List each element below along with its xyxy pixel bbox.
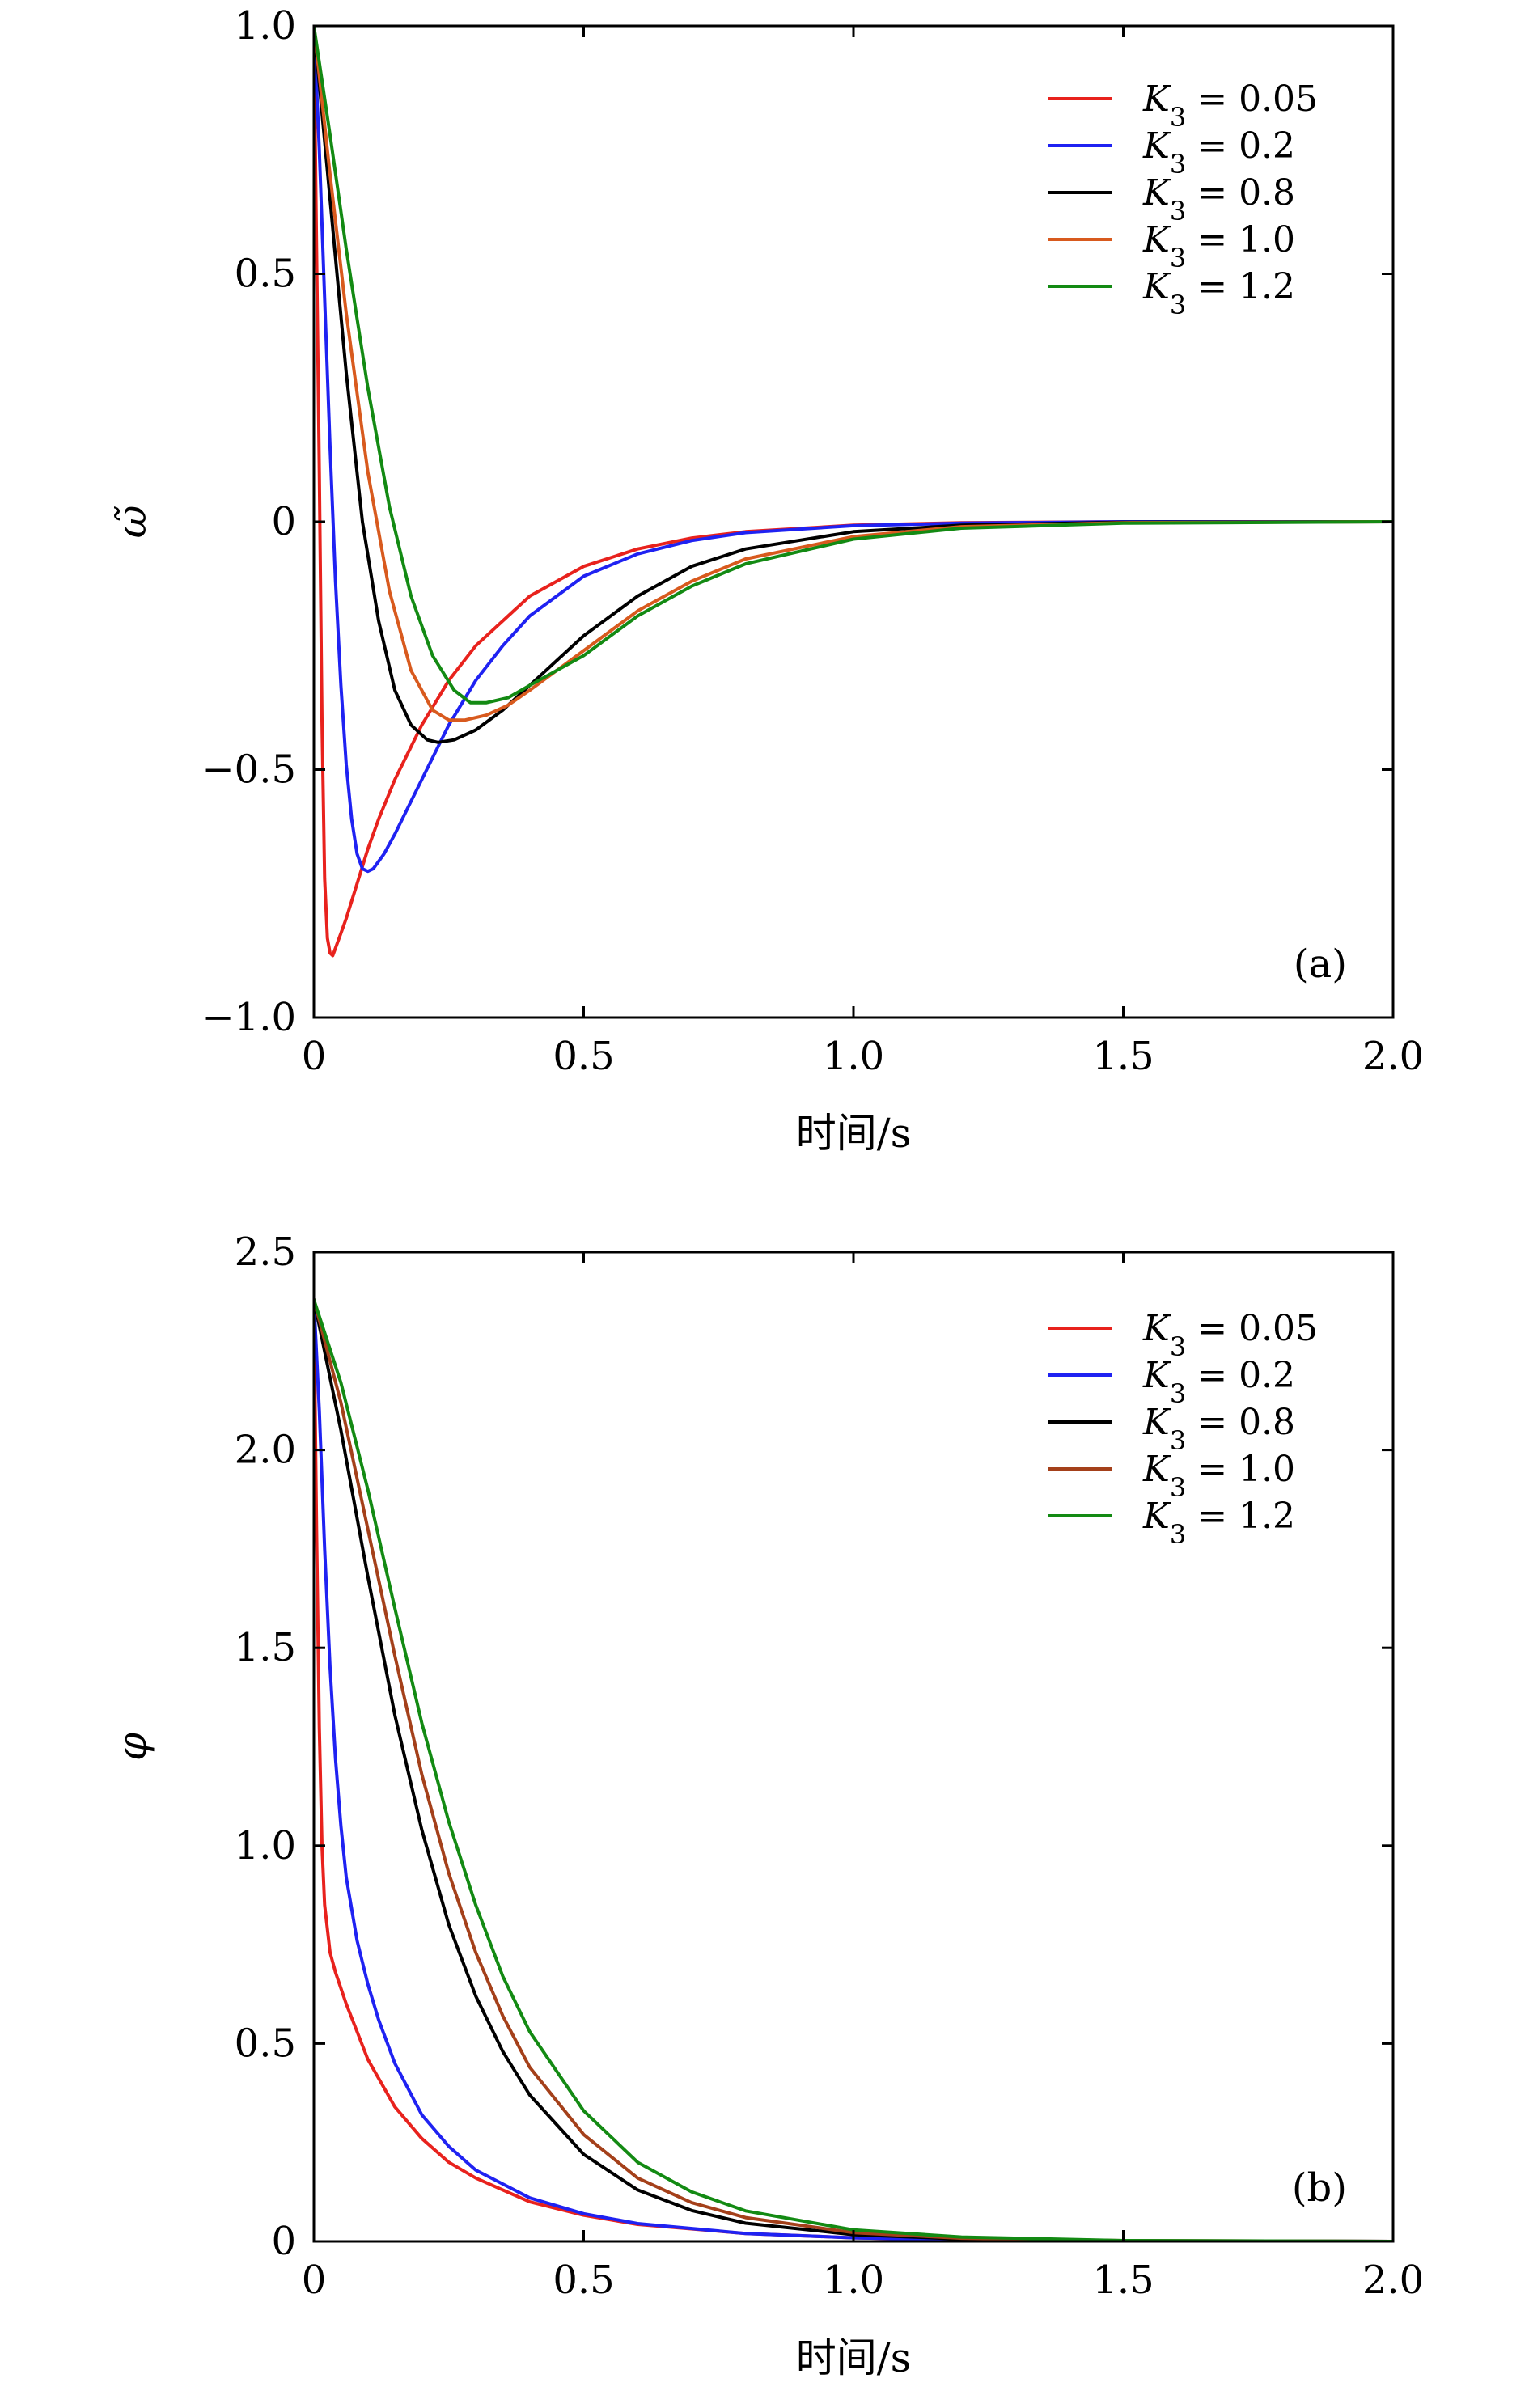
legend-entry-label: K3 = 1.0 bbox=[1142, 1449, 1295, 1503]
series-line-3 bbox=[314, 1297, 1393, 2241]
y-tick-label: 0.5 bbox=[235, 2021, 296, 2066]
chart-panel-b: 0 0.5 1.0 1.5 2.0 0 0.5 1.0 1.5 2.0 2.5 时间/s φ (b) K3 … bbox=[108, 1229, 1424, 2381]
legend-entry-label: K3 = 0.2 bbox=[1142, 125, 1295, 180]
series-group bbox=[314, 26, 1393, 958]
legend-entry-label: K3 = 0.2 bbox=[1142, 1355, 1295, 1409]
y-tick-label: 2.5 bbox=[235, 1229, 296, 1275]
series-group bbox=[314, 1297, 1393, 2241]
series-line-3 bbox=[314, 26, 1393, 722]
x-tick-label: 0 bbox=[302, 1034, 327, 1079]
x-tick-label: 0.5 bbox=[553, 1034, 614, 1079]
panel-label: (a) bbox=[1294, 942, 1347, 987]
legend-entry-label: K3 = 0.8 bbox=[1142, 1402, 1295, 1456]
legend-entry-label: K3 = 0.05 bbox=[1142, 78, 1318, 133]
y-tick-label: 0 bbox=[271, 499, 296, 544]
y-tick-label: 1.5 bbox=[235, 1625, 296, 1670]
x-tick-label: 1.0 bbox=[823, 1034, 884, 1079]
y-axis-label: φ bbox=[108, 1733, 155, 1761]
legend-entry-label: K3 = 1.2 bbox=[1142, 1496, 1295, 1550]
plot-frame bbox=[312, 1251, 1395, 2243]
legend-entry-label: K3 = 1.2 bbox=[1142, 266, 1295, 320]
legend-entry-label: K3 = 0.05 bbox=[1142, 1308, 1318, 1362]
y-axis-label: ω̃ bbox=[108, 506, 155, 539]
y-tick-label: 0 bbox=[271, 2219, 296, 2264]
x-tick-label: 1.5 bbox=[1092, 2258, 1154, 2303]
x-tick-label: 0.5 bbox=[553, 2258, 614, 2303]
series-line-4 bbox=[314, 1297, 1393, 2241]
series-line-2 bbox=[314, 26, 1393, 744]
y-tick-label: −0.5 bbox=[201, 747, 296, 793]
series-line-1 bbox=[314, 26, 1393, 874]
y-tick-label: 0.5 bbox=[235, 252, 296, 297]
series-line-4 bbox=[314, 26, 1393, 705]
panel-label: (b) bbox=[1292, 2165, 1347, 2211]
x-tick-label: 1.5 bbox=[1092, 1034, 1154, 1079]
y-tick-label: 2.0 bbox=[235, 1428, 296, 1473]
legend-entry-label: K3 = 0.8 bbox=[1142, 172, 1295, 226]
y-tick-label: 1.0 bbox=[235, 1823, 296, 1868]
y-tick-label: −1.0 bbox=[201, 995, 296, 1040]
x-axis-label: 时间/s bbox=[796, 2334, 912, 2381]
chart-panel-a: 0 0.5 1.0 1.5 2.0 −1.0 −0.5 0 0.5 1.0 时间/s ω̃ (a) K3 … bbox=[108, 3, 1424, 1157]
x-tick-label: 2.0 bbox=[1362, 2258, 1424, 2303]
series-line-1 bbox=[314, 1297, 1393, 2241]
x-tick-label: 1.0 bbox=[823, 2258, 884, 2303]
x-tick-label: 2.0 bbox=[1362, 1034, 1424, 1079]
x-tick-label: 0 bbox=[302, 2258, 327, 2303]
x-axis-label: 时间/s bbox=[796, 1110, 912, 1157]
y-tick-label: 1.0 bbox=[235, 3, 296, 49]
legend-entry-label: K3 = 1.0 bbox=[1142, 219, 1295, 273]
